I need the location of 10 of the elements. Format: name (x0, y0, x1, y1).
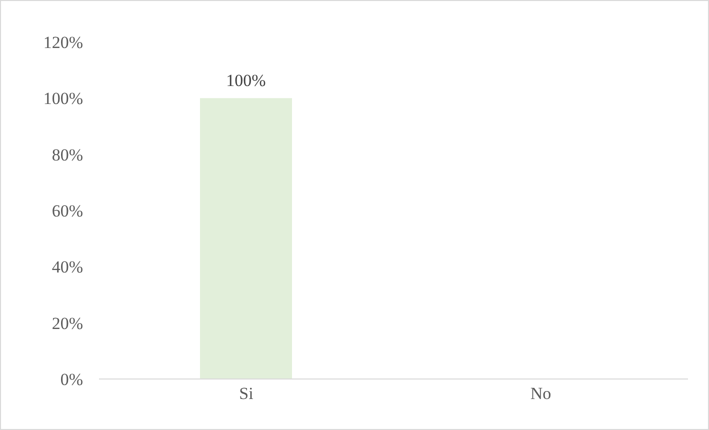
y-tick-label: 120% (43, 33, 83, 52)
data-label: 100% (226, 71, 266, 90)
y-tick-label: 100% (43, 89, 83, 108)
y-tick-label: 60% (52, 202, 83, 221)
x-tick-label: No (530, 384, 552, 404)
y-tick-label: 40% (52, 258, 83, 277)
y-tick-label: 20% (52, 314, 83, 333)
y-tick-label: 0% (60, 370, 83, 390)
x-tick-label: Si (239, 384, 254, 404)
y-tick-label: 80% (52, 145, 83, 164)
